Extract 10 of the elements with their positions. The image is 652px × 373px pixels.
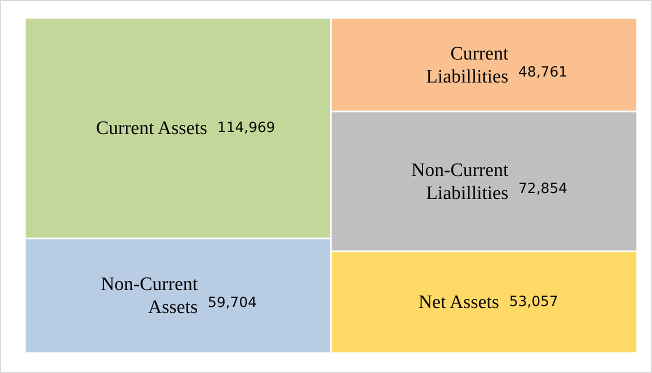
- category-label: Current Assets: [96, 118, 208, 139]
- data-label: 53,057: [509, 294, 558, 310]
- data-label: 48,761: [518, 64, 568, 80]
- data-label: 114,969: [217, 120, 276, 136]
- category-label: Net Assets: [418, 292, 500, 313]
- category-label: Non-Current Assets: [100, 274, 199, 318]
- data-label: 59,704: [208, 295, 257, 312]
- category-label: Current Liabillities: [426, 42, 510, 87]
- category-label: Non-Current Liabillities: [411, 159, 510, 204]
- data-label: 72,854: [518, 180, 568, 197]
